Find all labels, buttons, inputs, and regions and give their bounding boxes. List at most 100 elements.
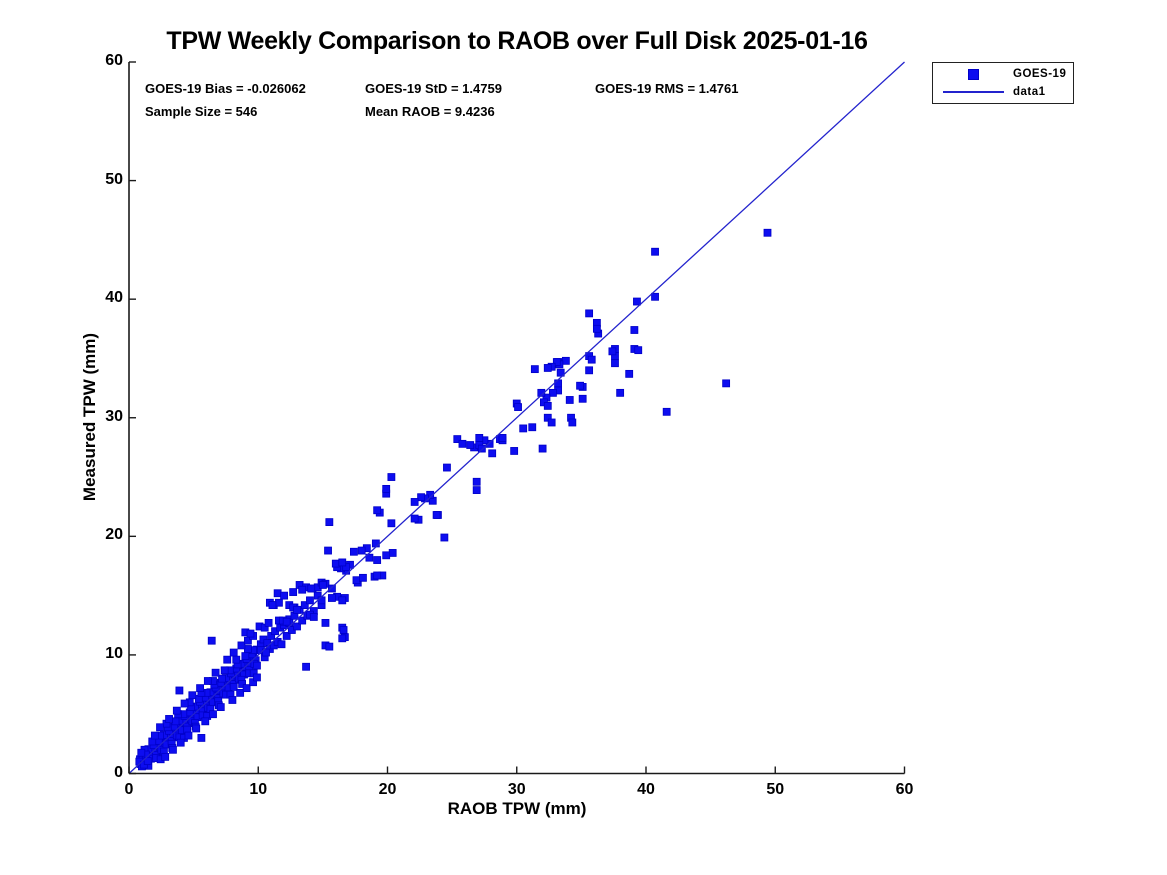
scatter-point <box>317 596 326 605</box>
scatter-point <box>306 596 314 605</box>
scatter-point <box>662 407 671 416</box>
scatter-point <box>349 547 358 556</box>
scatter-point <box>324 546 332 555</box>
scatter-point <box>218 674 226 683</box>
x-tick-label: 60 <box>895 781 914 798</box>
scatter-point <box>352 576 361 585</box>
scatter-point <box>156 723 164 732</box>
scatter-point <box>175 686 184 695</box>
scatter-point <box>388 549 397 557</box>
scatter-point <box>357 546 366 555</box>
scatter-point <box>565 396 574 404</box>
scatter-point <box>192 724 201 733</box>
scatter-point <box>280 591 289 600</box>
scatter-point <box>382 551 391 560</box>
scatter-point <box>282 632 291 640</box>
legend-square-marker-icon <box>942 68 1004 80</box>
scatter-point <box>318 581 327 589</box>
scatter-point <box>298 616 307 625</box>
x-axis-label: RAOB TPW (mm) <box>447 799 587 818</box>
scatter-point <box>458 439 467 448</box>
legend-line-icon <box>942 91 1004 93</box>
scatter-point <box>373 506 382 515</box>
scatter-point <box>325 642 334 651</box>
stat-sample-size: Sample Size = 546 <box>145 104 258 119</box>
scatter-point <box>220 666 229 675</box>
scatter-point <box>262 648 270 657</box>
scatter-point <box>229 648 238 657</box>
scatter-point <box>585 309 594 318</box>
scatter-point <box>165 715 173 723</box>
scatter-point <box>554 379 563 388</box>
scatter-point <box>519 424 528 433</box>
scatter-point <box>169 745 177 754</box>
scatter-point <box>543 401 552 410</box>
scatter-point <box>625 369 634 378</box>
scatter-point <box>273 589 282 598</box>
scatter-point <box>432 511 441 519</box>
scatter-point <box>180 699 189 708</box>
plot-area <box>128 61 906 775</box>
scatter-point <box>382 484 391 493</box>
scatter-point <box>216 703 225 711</box>
chart-title: TPW Weekly Comparison to RAOB over Full … <box>166 27 868 55</box>
scatter-point <box>293 605 301 614</box>
scatter-point <box>634 346 643 355</box>
x-tick-label: 40 <box>637 781 655 798</box>
scatter-point <box>365 553 374 562</box>
scatter-point <box>387 473 396 481</box>
scatter-point <box>576 381 584 390</box>
scatter-point <box>475 434 484 442</box>
scatter-point <box>241 652 250 661</box>
scatter-point <box>293 622 301 631</box>
scatter-point <box>498 434 507 442</box>
scatter-point <box>443 463 451 472</box>
scatter-point <box>339 626 348 634</box>
y-tick-label: 10 <box>105 644 123 662</box>
scatter-point <box>143 757 152 765</box>
scatter-point <box>547 418 556 427</box>
scatter-point <box>371 539 380 548</box>
scatter-point <box>302 662 310 671</box>
scatter-point <box>410 498 419 506</box>
scatter-point <box>338 596 347 605</box>
scatter-point <box>253 661 261 670</box>
scatter-point <box>338 634 347 643</box>
scatter-point <box>203 677 212 685</box>
scatter-point <box>300 601 309 610</box>
scatter-point <box>552 358 561 366</box>
legend-box: GOES-19 data1 <box>932 62 1074 104</box>
scatter-point <box>630 326 639 334</box>
scatter-point <box>538 444 547 453</box>
scatter-point <box>514 403 522 411</box>
x-tick-label: 10 <box>249 781 268 798</box>
stat-std: GOES-19 StD = 1.4759 <box>365 81 502 96</box>
legend-label: GOES-19 <box>1013 68 1067 80</box>
scatter-point <box>338 558 347 567</box>
scatter-point <box>722 379 731 388</box>
scatter-point <box>321 618 330 627</box>
scatter-point <box>232 655 241 664</box>
scatter-point <box>568 418 577 427</box>
scatter-point <box>359 573 367 582</box>
scatter-point <box>440 533 449 542</box>
y-tick-label: 50 <box>105 170 123 188</box>
scatter-point <box>176 738 185 747</box>
scatter-point <box>331 559 340 568</box>
scatter-point <box>651 247 659 256</box>
scatter-point <box>373 571 382 580</box>
scatter-point <box>268 601 277 610</box>
scatter-point <box>549 388 557 397</box>
scatter-point <box>387 519 396 528</box>
scatter-point <box>171 717 180 726</box>
scatter-point <box>587 355 596 364</box>
scatter-point <box>453 435 462 443</box>
scatter-point <box>209 710 217 719</box>
scatter-point <box>510 447 519 455</box>
scatter-point <box>201 717 210 726</box>
scatter-point <box>543 364 552 372</box>
scatter-point <box>611 359 619 368</box>
scatter-point <box>633 297 641 306</box>
scatter-point <box>466 441 475 449</box>
